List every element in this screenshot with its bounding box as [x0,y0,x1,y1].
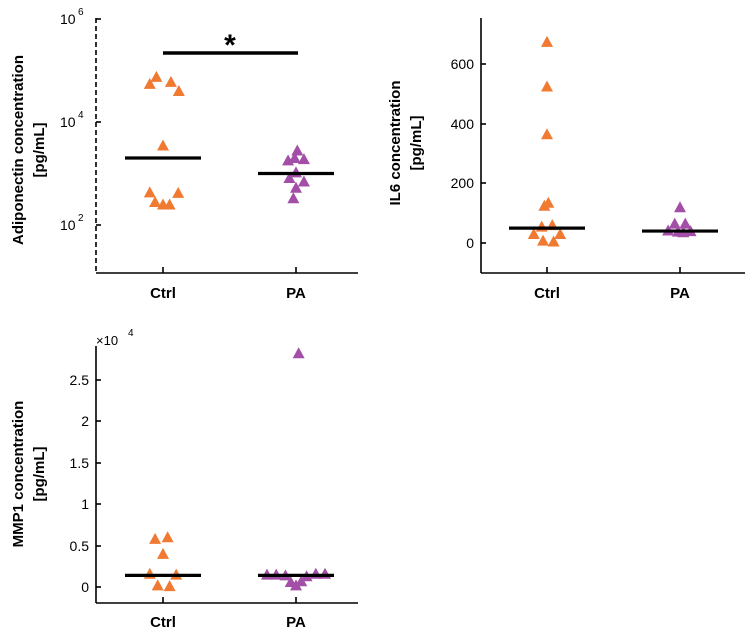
mmp1-pa-point-8 [295,575,308,587]
adiponectin-pa-point-5 [283,171,296,183]
adiponectin-tick-base: 10 [60,11,76,27]
adiponectin-tick-base: 10 [60,114,76,130]
il6-ticks: 0 200 400 600 [451,56,486,251]
il6-tick-label: 400 [451,116,475,132]
adiponectin-ctrl-point-0 [150,70,163,82]
adiponectin-ylabel-line1: Adiponectin concentration [10,55,27,245]
il6-ctrl-point-9 [537,234,550,246]
adiponectin-tick-exp: 6 [78,7,84,18]
adiponectin-ctrl-point-6 [172,186,185,198]
adiponectin-ctrl-point-2 [143,77,156,89]
significance-star: * [224,29,236,62]
adiponectin-ylabel-line2: [pg/mL] [31,123,48,178]
adiponectin-pa-point-1 [288,151,301,163]
mmp1-pa-point-0 [292,347,305,359]
mmp1-tick-label: 2 [81,413,89,429]
adiponectin-cat-ctrl: Ctrl [150,285,176,302]
il6-pa-point-0 [674,201,686,213]
mmp1-tick-label: 1 [81,496,89,512]
mmp1-multiplier-exp: 4 [128,328,134,339]
mmp1-tick-label: 0.5 [70,538,90,554]
adiponectin-cat-pa: PA [286,285,306,302]
adiponectin-pa-point-8 [287,192,300,204]
mmp1-ylabel-line1: MMP1 concentration [10,401,27,548]
mmp1-marks [125,347,334,592]
adiponectin-pa-point-6 [297,175,310,187]
il6-cat-ctrl: Ctrl [534,285,560,302]
mmp1-ctrl-point-3 [143,567,156,579]
mmp1-cat-ctrl: Ctrl [150,614,176,631]
adiponectin-ctrl-point-3 [172,84,185,96]
il6-ylabel-line1: IL6 concentration [387,80,404,205]
mmp1-ylabel-line2: [pg/mL] [31,447,48,502]
adiponectin-ticks: 10 2 10 4 10 6 [60,7,101,233]
adiponectin-ctrl-point-5 [143,186,156,198]
mmp1-tick-label: 0 [81,579,89,595]
il6-ctrl-point-10 [547,235,560,247]
mmp1-ctrl-point-1 [161,531,174,543]
il6-ylabel-line2: [pg/mL] [408,116,425,171]
adiponectin-ctrl-point-7 [149,195,162,207]
adiponectin-pa-point-7 [290,181,302,193]
il6-cat-pa: PA [670,285,690,302]
mmp1-ctrl-point-2 [157,547,169,559]
mmp1-pa-point-9 [290,579,302,591]
il6-ctrl-point-1 [541,80,553,92]
mmp1-ctrl-point-6 [163,580,176,592]
il6-ctrl-point-7 [527,228,540,240]
adiponectin-tick-1e2: 10 2 [60,213,101,233]
il6-tick-label: 0 [466,235,474,251]
mmp1-ctrl-point-0 [149,532,162,544]
il6-tick-label: 600 [451,56,475,72]
il6-ctrl-point-2 [541,128,553,140]
adiponectin-pa-point-2 [297,153,310,165]
il6-panel: Ctrl PA 0 200 400 600 IL6 concentration … [387,18,745,302]
mmp1-ctrl-point-5 [151,579,164,591]
il6-ctrl-point-8 [554,228,567,240]
adiponectin-tick-base: 10 [60,217,76,233]
il6-pa-point-2 [679,217,692,229]
mmp1-tick-label: 2.5 [70,372,90,388]
adiponectin-panel: Ctrl PA 10 2 10 4 10 6 Adiponectin conce… [10,7,358,302]
adiponectin-tick-1e4: 10 4 [60,110,101,130]
adiponectin-tick-1e6: 10 6 [60,7,101,27]
mmp1-multiplier: ×10 4 [96,328,134,348]
il6-ctrl-point-0 [541,35,553,47]
adiponectin-ctrl-point-1 [164,75,177,87]
mmp1-tick-label: 1.5 [70,455,90,471]
adiponectin-tick-exp: 2 [78,213,84,224]
mmp1-multiplier-prefix: ×10 [96,333,118,348]
il6-tick-label: 200 [451,175,475,191]
il6-pa-point-1 [668,217,681,229]
adiponectin-pa-point-0 [291,144,304,156]
mmp1-cat-pa: PA [286,614,306,631]
il6-ctrl-point-4 [538,199,551,211]
il6-marks [509,35,718,247]
adiponectin-pa-point-3 [282,154,295,166]
mmp1-pa-point-5 [319,567,332,579]
adiponectin-ctrl-point-4 [157,139,169,151]
mmp1-panel: Ctrl PA ×10 4 0 0.5 1 1.5 2 2.5 MMP1 con… [10,328,358,631]
mmp1-ticks: 0 0.5 1 1.5 2 2.5 [70,372,101,595]
adiponectin-tick-exp: 4 [78,110,84,121]
adiponectin-marks [125,70,334,210]
il6-ctrl-point-6 [535,220,548,232]
adiponectin-ctrl-point-9 [163,198,176,210]
